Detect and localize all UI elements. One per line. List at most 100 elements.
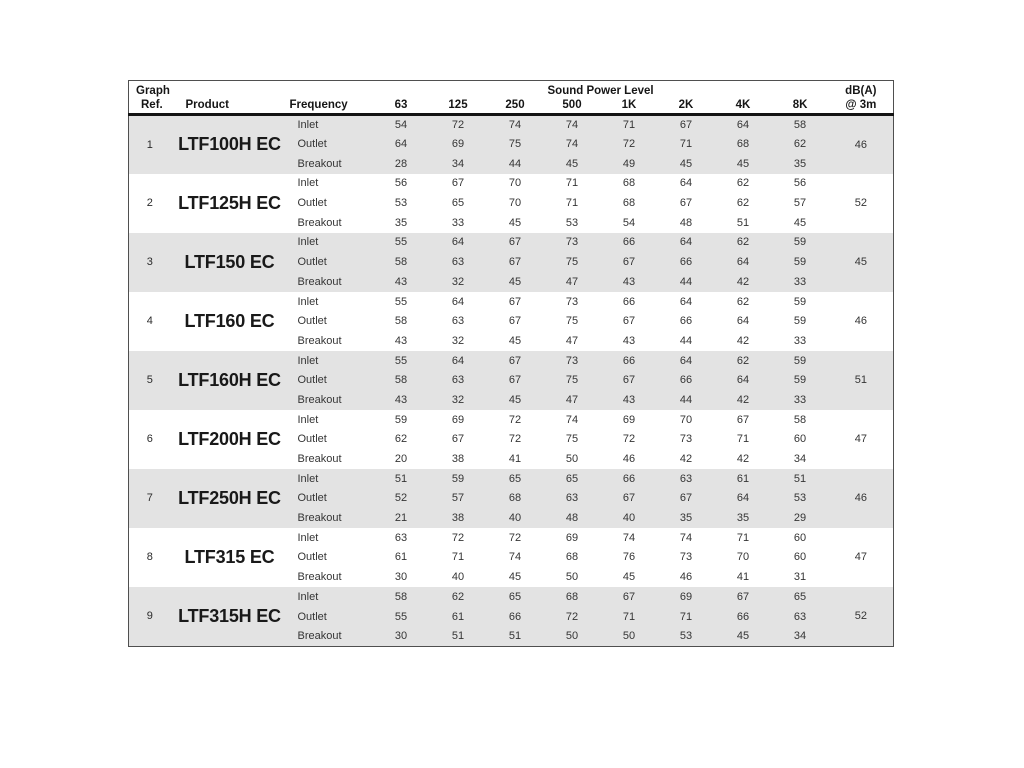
spl-value: 63 xyxy=(451,315,465,328)
spl-value: 67 xyxy=(486,252,544,272)
spl-value: 65 xyxy=(543,468,601,489)
measurement-label: Inlet xyxy=(288,114,373,135)
spl-value: 43 xyxy=(600,390,658,410)
spl-value: 34 xyxy=(771,626,829,647)
spl-value: 75 xyxy=(565,433,579,446)
spl-value: 59 xyxy=(771,350,829,371)
spl-value: 67 xyxy=(486,370,544,391)
header-row-1: Graph Sound Power Level dB(A) xyxy=(129,81,894,99)
spl-value: 59 xyxy=(771,370,829,391)
measurement-row: Breakout 28 34 44 45 49 45 45 35 xyxy=(129,153,894,174)
spl-value: 70 xyxy=(508,197,522,210)
measurement-row: 3 LTF150 EC Inlet 55 64 67 73 66 64 62 59 45 xyxy=(128,232,894,292)
spl-value: 67 xyxy=(486,350,544,371)
spl-value: 72 xyxy=(451,531,465,544)
spl-value: 75 xyxy=(486,134,544,154)
spl-value: 32 xyxy=(451,334,465,347)
measurement-row: 5 LTF160H EC Inlet 55 64 67 73 66 64 62 59 51 xyxy=(128,350,894,410)
spl-value: 66 xyxy=(600,350,658,371)
spl-value: 73 xyxy=(565,295,579,308)
spl-value: 67 xyxy=(508,315,522,328)
spl-value: 44 xyxy=(657,390,715,410)
spl-value: 67 xyxy=(600,370,658,391)
spl-value: 74 xyxy=(543,114,601,135)
spl-value: 63 xyxy=(543,488,601,509)
spl-value: 51 xyxy=(771,468,829,489)
spl-value: 71 xyxy=(600,114,658,135)
spl-value: 33 xyxy=(451,216,465,229)
product-name: LTF250H EC xyxy=(170,468,289,528)
graph-ref: 4 xyxy=(146,315,153,328)
spl-value: 46 xyxy=(622,453,636,466)
spl-value: 66 xyxy=(600,468,658,489)
header-product: Product xyxy=(185,99,229,111)
measurement-label: Breakout xyxy=(288,390,373,410)
spl-value: 59 xyxy=(793,295,807,308)
spl-value: 72 xyxy=(508,531,522,544)
spl-value: 72 xyxy=(622,433,636,446)
spl-value: 43 xyxy=(372,272,430,292)
spl-value: 64 xyxy=(429,350,487,371)
table-body: 1 LTF100H EC Inlet 54 72 74 74 71 67 64 58 46 Outlet… xyxy=(128,114,894,647)
spl-value: 72 xyxy=(508,433,522,446)
spl-value: 67 xyxy=(600,252,658,272)
dba-value: 52 xyxy=(854,197,867,210)
spl-value: 59 xyxy=(429,468,487,489)
spl-value: 64 xyxy=(714,114,772,135)
spl-value: 52 xyxy=(372,488,430,509)
spl-value: 45 xyxy=(714,626,772,647)
spl-value: 57 xyxy=(429,488,487,509)
dba-value: 47 xyxy=(854,551,867,564)
spl-value: 58 xyxy=(372,587,430,607)
spl-value: 42 xyxy=(736,334,750,347)
measurement-row: Breakout 43 32 45 47 43 44 42 33 xyxy=(129,390,894,410)
spl-value: 21 xyxy=(372,508,430,528)
spl-value: 50 xyxy=(600,626,658,647)
product-name: LTF150 EC xyxy=(170,232,289,292)
spl-value: 42 xyxy=(714,390,772,410)
spl-value: 68 xyxy=(714,134,772,154)
spl-value: 38 xyxy=(429,508,487,528)
spl-value: 67 xyxy=(600,587,658,607)
spl-value: 75 xyxy=(565,315,579,328)
measurement-row: Breakout 35 33 45 53 54 48 51 45 xyxy=(129,213,894,233)
spl-value: 67 xyxy=(622,315,636,328)
header-spacer-product xyxy=(171,81,289,99)
sound-power-level-table: Graph Sound Power Level dB(A) Ref. Produ… xyxy=(128,80,895,647)
measurement-row: 7 LTF250H EC Inlet 51 59 65 65 66 63 61 51 46 xyxy=(128,468,894,528)
spl-value: 71 xyxy=(657,134,715,154)
spl-value: 58 xyxy=(793,413,807,426)
spl-value: 41 xyxy=(736,571,750,584)
header-ref: Ref. xyxy=(141,99,163,111)
spl-value: 74 xyxy=(622,531,636,544)
header-band-63: 63 xyxy=(394,99,408,111)
spl-value: 74 xyxy=(679,531,693,544)
spl-value: 75 xyxy=(543,370,601,391)
measurement-label: Outlet xyxy=(297,551,327,564)
spl-value: 65 xyxy=(486,587,544,607)
spl-value: 53 xyxy=(771,488,829,509)
spl-value: 64 xyxy=(429,232,487,253)
spl-value: 42 xyxy=(736,453,750,466)
spl-value: 54 xyxy=(622,216,636,229)
dba-value: 51 xyxy=(828,350,894,410)
spl-value: 48 xyxy=(543,508,601,528)
spl-value: 55 xyxy=(372,232,430,253)
spl-value: 62 xyxy=(394,433,408,446)
measurement-row: Outlet 58 63 67 75 67 66 64 59 xyxy=(129,252,894,272)
spl-value: 65 xyxy=(486,468,544,489)
header-band-8k: 8K xyxy=(792,99,808,111)
spl-value: 44 xyxy=(486,153,544,174)
spl-value: 59 xyxy=(771,252,829,272)
spl-value: 35 xyxy=(771,153,829,174)
spl-value: 67 xyxy=(451,433,465,446)
spl-value: 64 xyxy=(451,295,465,308)
spl-value: 72 xyxy=(600,134,658,154)
spl-value: 29 xyxy=(771,508,829,528)
measurement-row: Breakout 43 32 45 47 43 44 42 33 xyxy=(129,331,894,351)
spl-value: 69 xyxy=(565,531,579,544)
spl-value: 67 xyxy=(600,488,658,509)
graph-ref: 8 xyxy=(146,551,153,564)
spl-value: 64 xyxy=(657,350,715,371)
spl-value: 45 xyxy=(543,153,601,174)
